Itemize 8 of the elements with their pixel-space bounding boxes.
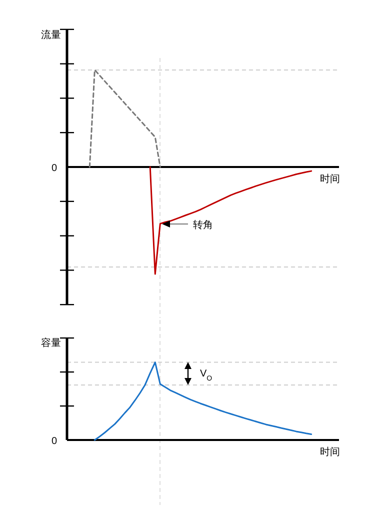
text: 0 <box>51 163 58 174</box>
annotation: 转角 <box>193 219 213 231</box>
y-axis-title: 容量 <box>41 337 61 349</box>
annotation: V$_{O}$ <box>200 368 213 382</box>
text: 0 <box>51 436 58 447</box>
y-axis-title: 流量 <box>41 29 61 41</box>
x-axis-title: 时间 <box>320 446 340 458</box>
x-axis-title: 时间 <box>320 173 340 185</box>
